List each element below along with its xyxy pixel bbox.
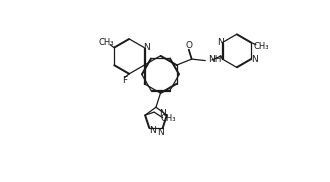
Text: N: N [157, 128, 164, 137]
Text: NH: NH [208, 56, 221, 64]
Text: N: N [251, 55, 257, 64]
Text: O: O [185, 41, 192, 50]
Text: F: F [122, 76, 127, 85]
Text: CH₃: CH₃ [99, 38, 114, 47]
Text: N: N [149, 126, 156, 135]
Text: N: N [143, 43, 150, 52]
Text: N: N [159, 109, 166, 118]
Text: CH₃: CH₃ [160, 114, 176, 123]
Text: N: N [217, 38, 224, 47]
Text: CH₃: CH₃ [253, 42, 269, 51]
